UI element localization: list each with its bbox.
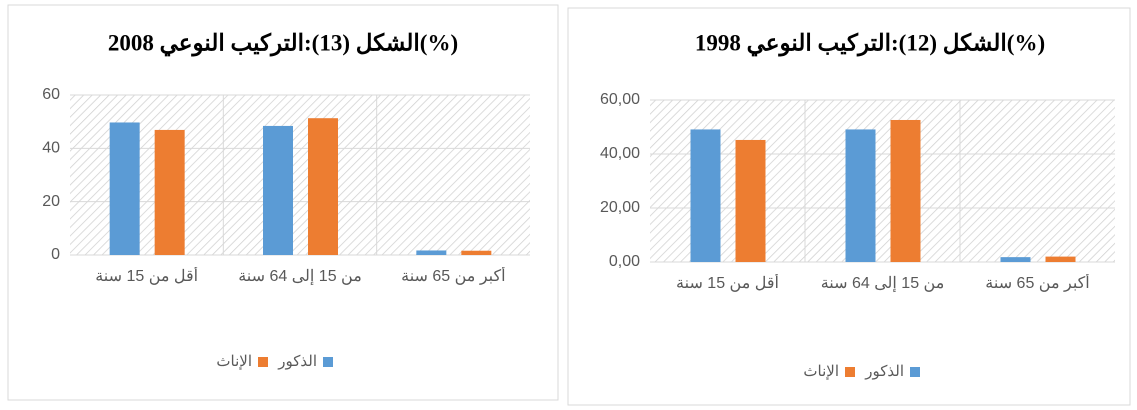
y-tick-label: 40,00: [600, 145, 640, 162]
bar: [416, 250, 447, 255]
legend-swatch: [323, 357, 333, 367]
legend-swatch: [845, 367, 855, 377]
y-tick-label: 20: [42, 193, 60, 210]
x-tick-label: من 15 إلى 64 سنة: [238, 268, 362, 285]
legend-label: الإناث: [216, 353, 252, 370]
x-tick-label-box: أكبر من 65 سنة: [401, 268, 506, 285]
bar: [1000, 257, 1031, 262]
bar: [109, 122, 140, 255]
x-tick-label: من 15 إلى 64 سنة: [820, 275, 945, 292]
y-tick-label: 20,00: [600, 199, 640, 216]
legend-label: الإناث: [803, 363, 839, 380]
y-tick-label: 60: [42, 86, 60, 103]
x-tick-label-box: أقل من 15 سنة: [676, 275, 779, 292]
y-tick-label: 0: [51, 246, 60, 263]
x-tick-label: أقل من 15 سنة: [676, 275, 779, 292]
bar: [154, 129, 185, 255]
legend-label: الذكور: [864, 363, 904, 380]
x-tick-label: أقل من 15 سنة: [95, 268, 199, 285]
bar: [263, 125, 293, 255]
bar: [735, 139, 766, 262]
x-tick-label-box: أكبر من 65 سنة: [985, 275, 1090, 292]
y-tick-label: 60,00: [600, 91, 640, 108]
chart-title: الشكل (13):التركيب النوعي 2008(%): [108, 30, 458, 57]
legend-swatch: [258, 357, 268, 367]
legend-label: الذكور: [277, 353, 317, 370]
x-tick-label: أكبر من 65 سنة: [985, 275, 1090, 292]
y-tick-label: 0,00: [609, 253, 640, 270]
x-tick-label-box: أقل من 15 سنة: [95, 268, 199, 285]
x-tick-label: أكبر من 65 سنة: [401, 268, 506, 285]
chart-title: الشكل (12):التركيب النوعي 1998(%): [695, 30, 1045, 57]
plot-area: [650, 100, 1115, 262]
x-tick-label-box: من 15 إلى 64 سنة: [820, 275, 945, 292]
x-tick-label-box: من 15 إلى 64 سنة: [238, 268, 362, 285]
plot-area: [70, 95, 530, 255]
y-tick-label: 40: [42, 140, 60, 157]
bar: [890, 119, 921, 262]
bar: [308, 118, 338, 255]
bar: [461, 250, 492, 255]
bar: [845, 129, 876, 262]
bar: [690, 129, 721, 262]
legend-swatch: [910, 367, 920, 377]
bar: [1045, 256, 1076, 262]
